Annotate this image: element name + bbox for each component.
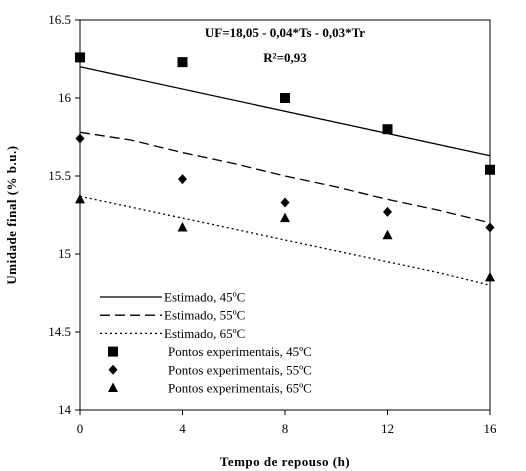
x-tick-label: 12 <box>381 421 394 436</box>
data-point-triangle <box>485 271 495 282</box>
data-point-diamond <box>485 222 495 233</box>
legend-label: Estimado, 65ºC <box>164 326 245 341</box>
legend-label: Pontos experimentais, 55ºC <box>168 362 312 377</box>
data-point-diamond <box>75 133 85 144</box>
x-tick-label: 8 <box>282 421 289 436</box>
data-point-triangle <box>177 221 188 232</box>
y-axis-title: Umidade final (% b.u.) <box>4 145 19 284</box>
series-line-1 <box>79 131 491 224</box>
legend-swatch-marker <box>108 346 118 357</box>
data-point-triangle <box>280 212 290 223</box>
y-tick-label: 15.5 <box>48 168 71 183</box>
legend-label: Pontos experimentais, 45ºC <box>168 344 312 359</box>
series-layer <box>75 52 495 286</box>
y-tick-label: 16 <box>58 90 72 105</box>
legend-swatch-marker <box>108 382 118 392</box>
x-tick-label: 16 <box>484 421 498 436</box>
y-tick-label: 14.5 <box>48 324 71 339</box>
legend-label: Estimado, 45ºC <box>164 290 245 305</box>
y-tick-label: 16.5 <box>48 12 71 27</box>
data-point-square <box>75 52 85 63</box>
series-line-0 <box>79 66 491 157</box>
y-tick-label: 15 <box>58 246 71 261</box>
data-point-triangle <box>75 193 85 204</box>
legend-label: Estimado, 55ºC <box>164 308 245 323</box>
x-axis-title: Tempo de repouso (h) <box>220 454 350 469</box>
data-point-diamond <box>178 174 187 185</box>
r2-annotation: R²=0,93 <box>263 50 307 65</box>
y-axis-ticks: 14 14.5 15 15.5 16 16.5 <box>48 12 80 417</box>
x-tick-label: 0 <box>77 421 84 436</box>
data-point-diamond <box>383 206 392 217</box>
data-point-square <box>177 57 188 68</box>
legend-label: Pontos experimentais, 65ºC <box>168 381 312 396</box>
data-point-square <box>280 93 290 103</box>
legend: Estimado, 45ºC Estimado, 55ºC Estimado, 65… <box>100 290 312 396</box>
y-tick-label: 14 <box>58 402 72 417</box>
x-tick-label: 4 <box>179 421 186 436</box>
equation-annotation: UF=18,05 - 0,04*Ts - 0,03*Tr <box>205 25 365 40</box>
data-point-diamond <box>280 197 290 208</box>
data-point-square <box>382 124 393 135</box>
legend-swatch-marker <box>108 364 118 375</box>
data-point-triangle <box>382 229 393 240</box>
x-axis-ticks: 0 4 8 12 16 <box>77 410 497 436</box>
data-point-square <box>485 164 495 175</box>
